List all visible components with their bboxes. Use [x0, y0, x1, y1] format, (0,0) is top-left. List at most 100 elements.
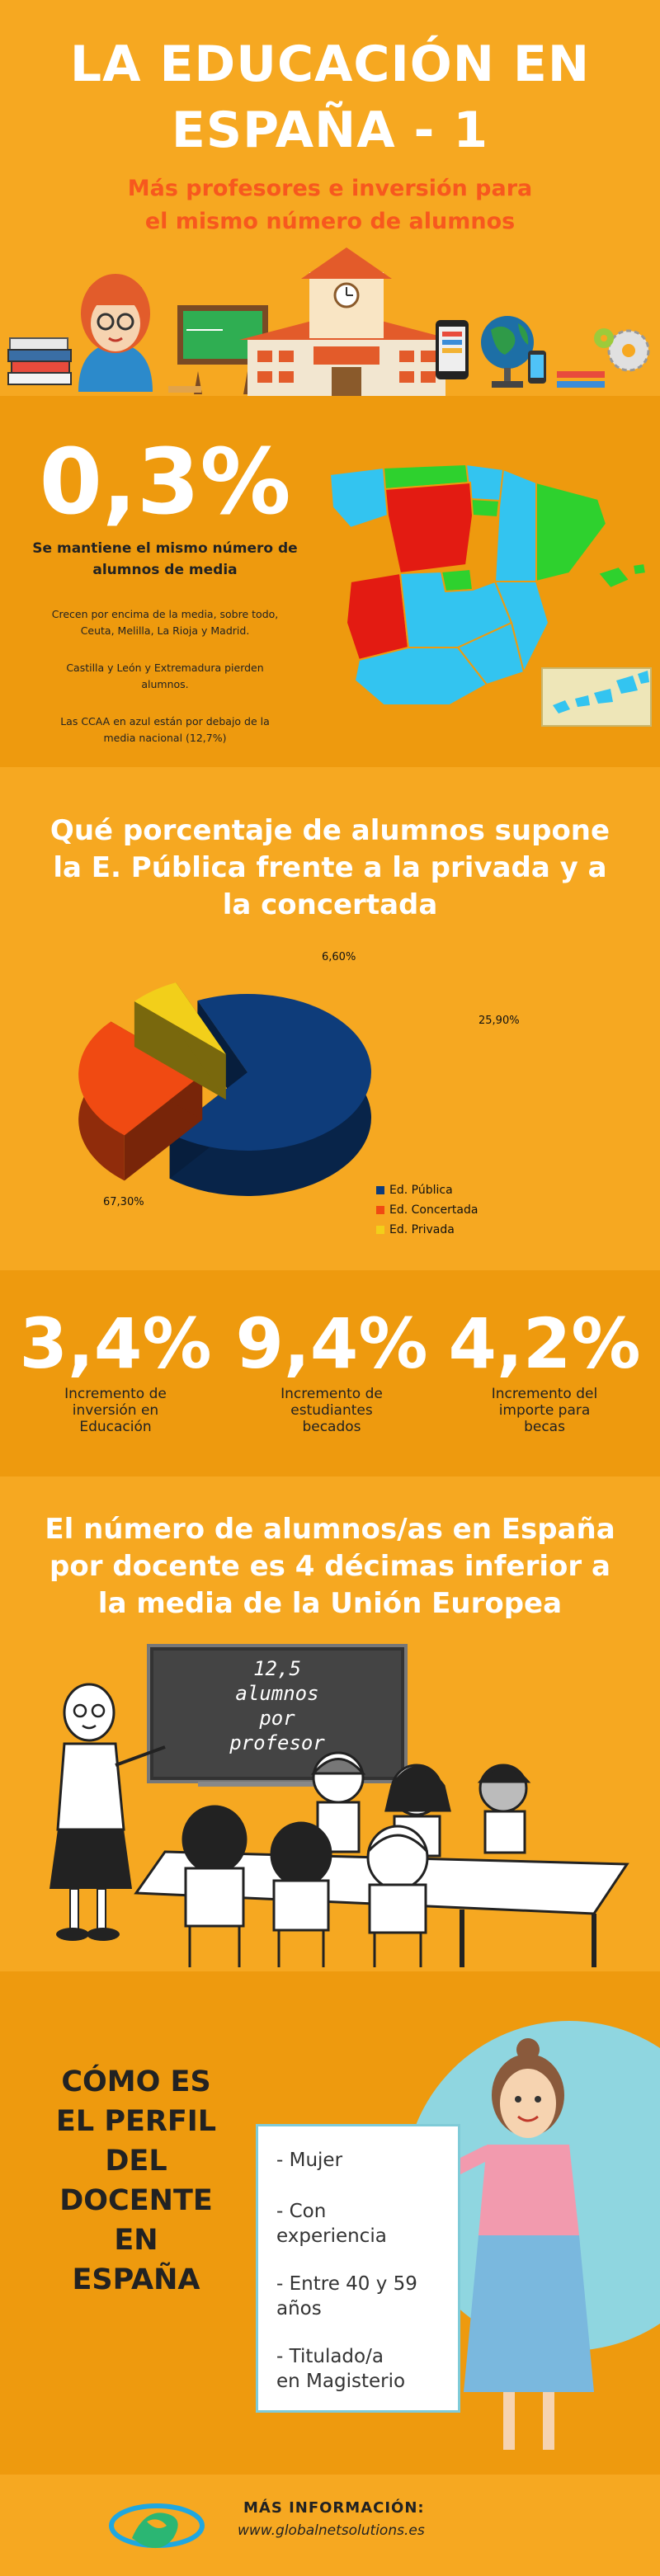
- classroom-section: El número de alumnos/as en España por do…: [0, 1476, 660, 1971]
- note-growth: Crecen por encima de la media, sobre tod…: [21, 606, 309, 639]
- class-title-line3: la media de la Unión Europea: [97, 1587, 563, 1620]
- lead-line2: alumnos de media: [92, 562, 238, 578]
- pie-chart: [78, 982, 371, 1196]
- subtitle-line1: Más profesores e inversión para: [127, 176, 533, 201]
- footer-link[interactable]: www.globalnetsolutions.es: [238, 2522, 425, 2539]
- pie-label-privada: 6,60%: [322, 951, 356, 963]
- legend-label-privada: Ed. Privada: [389, 1223, 455, 1236]
- stat-value-becas: 4,2%: [448, 1303, 641, 1384]
- pie-label-publica: 67,30%: [103, 1196, 144, 1208]
- pie-slice-top-0: [169, 994, 371, 1151]
- note-loss: Castilla y León y Extremadura pierden al…: [21, 660, 309, 693]
- page-title-line2: ESPAÑA - 1: [171, 101, 489, 159]
- legend-swatch-privada: [376, 1226, 384, 1234]
- stat-label-becados: Incremento de estudiantes becados: [249, 1386, 414, 1435]
- stat-label-becas-l1: Incremento del: [491, 1386, 598, 1402]
- stat-label-becas-l2: importe para: [498, 1402, 591, 1419]
- profile-title-line5: EN: [114, 2224, 158, 2257]
- profile-title-line2: EL PERFIL: [55, 2105, 217, 2138]
- average-value: 0,3%: [39, 429, 291, 535]
- profile-title-line1: CÓMO ES: [61, 2065, 211, 2098]
- legend-swatch-publica: [376, 1186, 384, 1194]
- stat-label-becados-l3: becados: [302, 1419, 361, 1435]
- profile-item-experience: - Con experiencia: [276, 2199, 458, 2249]
- pie-slice-1: [78, 1021, 203, 1181]
- stat-value-inversion: 3,4%: [19, 1303, 212, 1384]
- school-illustration: [7, 247, 650, 396]
- education-type-section: Qué porcentaje de alumnos supone la E. P…: [0, 767, 660, 1270]
- class-title-line1: El número de alumnos/as en España: [45, 1513, 615, 1546]
- board-text-line4: profesor: [229, 1731, 325, 1754]
- school-building-icon: [239, 247, 454, 396]
- profile-item-degree-l1: - Titulado/a: [276, 2346, 384, 2367]
- stat-label-becados-l2: estudiantes: [290, 1402, 373, 1419]
- pie-title-line1: Qué porcentaje de alumnos supone: [50, 814, 610, 847]
- note-growth-line2: Ceuta, Melilla, La Rioja y Madrid.: [80, 624, 250, 637]
- lead-text: Se mantiene el mismo número de alumnos d…: [21, 538, 309, 581]
- profile-item-age-l1: - Entre 40 y 59: [276, 2273, 417, 2295]
- profile-item-experience-l2: experiencia: [276, 2225, 387, 2247]
- stat-label-inversion: Incremento de inversión en Educación: [33, 1386, 198, 1435]
- board-text-line2: alumnos: [235, 1682, 319, 1705]
- stats-section: 3,4% Incremento de inversión en Educació…: [0, 1270, 660, 1476]
- profile-item-gender: - Mujer: [276, 2148, 458, 2173]
- board-text-line3: por: [259, 1707, 295, 1730]
- pie-slice-top-1: [78, 1021, 203, 1136]
- books-icon: [7, 337, 72, 385]
- profile-title: CÓMO ES EL PERFIL DEL DOCENTE EN ESPAÑA: [33, 2062, 239, 2300]
- legend-item-concertada: Ed. Concertada: [376, 1203, 478, 1217]
- teacher-profile-section: CÓMO ES EL PERFIL DEL DOCENTE EN ESPAÑA …: [0, 1971, 660, 2475]
- legend-label-concertada: Ed. Concertada: [389, 1203, 478, 1217]
- note-below-average: Las CCAA en azul están por debajo de la …: [21, 713, 309, 746]
- board-text-line1: 12,5: [253, 1657, 301, 1680]
- subtitle-line2: el mismo número de alumnos: [144, 209, 516, 234]
- note-below-line1: Las CCAA en azul están por debajo de la: [60, 715, 270, 728]
- profile-title-line4: DOCENTE: [59, 2184, 213, 2217]
- stat-label-becas-l3: becas: [524, 1419, 565, 1435]
- profile-title-line6: ESPAÑA: [72, 2263, 200, 2296]
- profile-item-age: - Entre 40 y 59 años: [276, 2272, 458, 2321]
- classroom-board-icon: [147, 1644, 408, 1787]
- profile-item-degree: - Titulado/a en Magisterio: [276, 2344, 458, 2394]
- note-loss-line1: Castilla y León y Extremadura pierden: [66, 662, 264, 674]
- teacher-icon: [78, 274, 153, 392]
- legend-swatch-concertada: [376, 1206, 384, 1214]
- legend-label-publica: Ed. Pública: [389, 1184, 453, 1197]
- footer-section: MÁS INFORMACIÓN: www.globalnetsolutions.…: [0, 2475, 660, 2576]
- pie-slice-2: [134, 982, 226, 1100]
- profile-item-gender-l1: - Mujer: [276, 2150, 343, 2171]
- profile-item-experience-l1: - Con: [276, 2201, 327, 2222]
- globalnet-logo-icon: [109, 2503, 205, 2549]
- profile-decoration: [404, 2021, 660, 2450]
- legend-item-privada: Ed. Privada: [376, 1223, 455, 1236]
- profile-title-line3: DEL: [105, 2145, 167, 2178]
- pencils-icon: [557, 371, 605, 388]
- stat-label-inversion-l3: Educación: [79, 1419, 152, 1435]
- stat-value-becados: 9,4%: [235, 1303, 428, 1384]
- lead-line1: Se mantiene el mismo número de: [32, 540, 298, 557]
- note-loss-line2: alumnos.: [141, 678, 189, 690]
- spain-map: [328, 463, 652, 727]
- pie-title-line2: la E. Pública frente a la privada y a: [53, 851, 607, 884]
- phone-icon: [528, 351, 546, 384]
- pie-label-concertada: 25,90%: [478, 1015, 520, 1027]
- class-title-line2: por docente es 4 décimas inferior a: [50, 1550, 610, 1583]
- teacher-figure-icon: [50, 1683, 166, 1941]
- student-front-icon: [182, 1805, 429, 1967]
- note-growth-line1: Crecen por encima de la media, sobre tod…: [51, 608, 279, 620]
- teacher-woman-icon: [417, 2038, 594, 2450]
- header-section: LA EDUCACIÓN EN ESPAÑA - 1 Más profesore…: [0, 0, 660, 396]
- classroom-illustration: [50, 1644, 629, 1967]
- profile-item-degree-l2: en Magisterio: [276, 2371, 406, 2392]
- profile-item-age-l2: años: [276, 2298, 322, 2319]
- gears-icon: [594, 328, 650, 372]
- footer-label: MÁS INFORMACIÓN:: [243, 2499, 425, 2517]
- globe-icon: [481, 316, 534, 388]
- stat-label-becados-l1: Incremento de: [280, 1386, 383, 1402]
- board-text: 12,5 alumnos por profesor: [153, 1656, 401, 1755]
- stat-label-inversion-l2: inversión en: [72, 1402, 159, 1419]
- tablet-icon: [436, 320, 469, 379]
- note-below-line2: media nacional (12,7%): [103, 732, 227, 744]
- profile-card: - Mujer - Con experiencia - Entre 40 y 5…: [256, 2124, 460, 2413]
- pie-title-line3: la concertada: [222, 888, 438, 921]
